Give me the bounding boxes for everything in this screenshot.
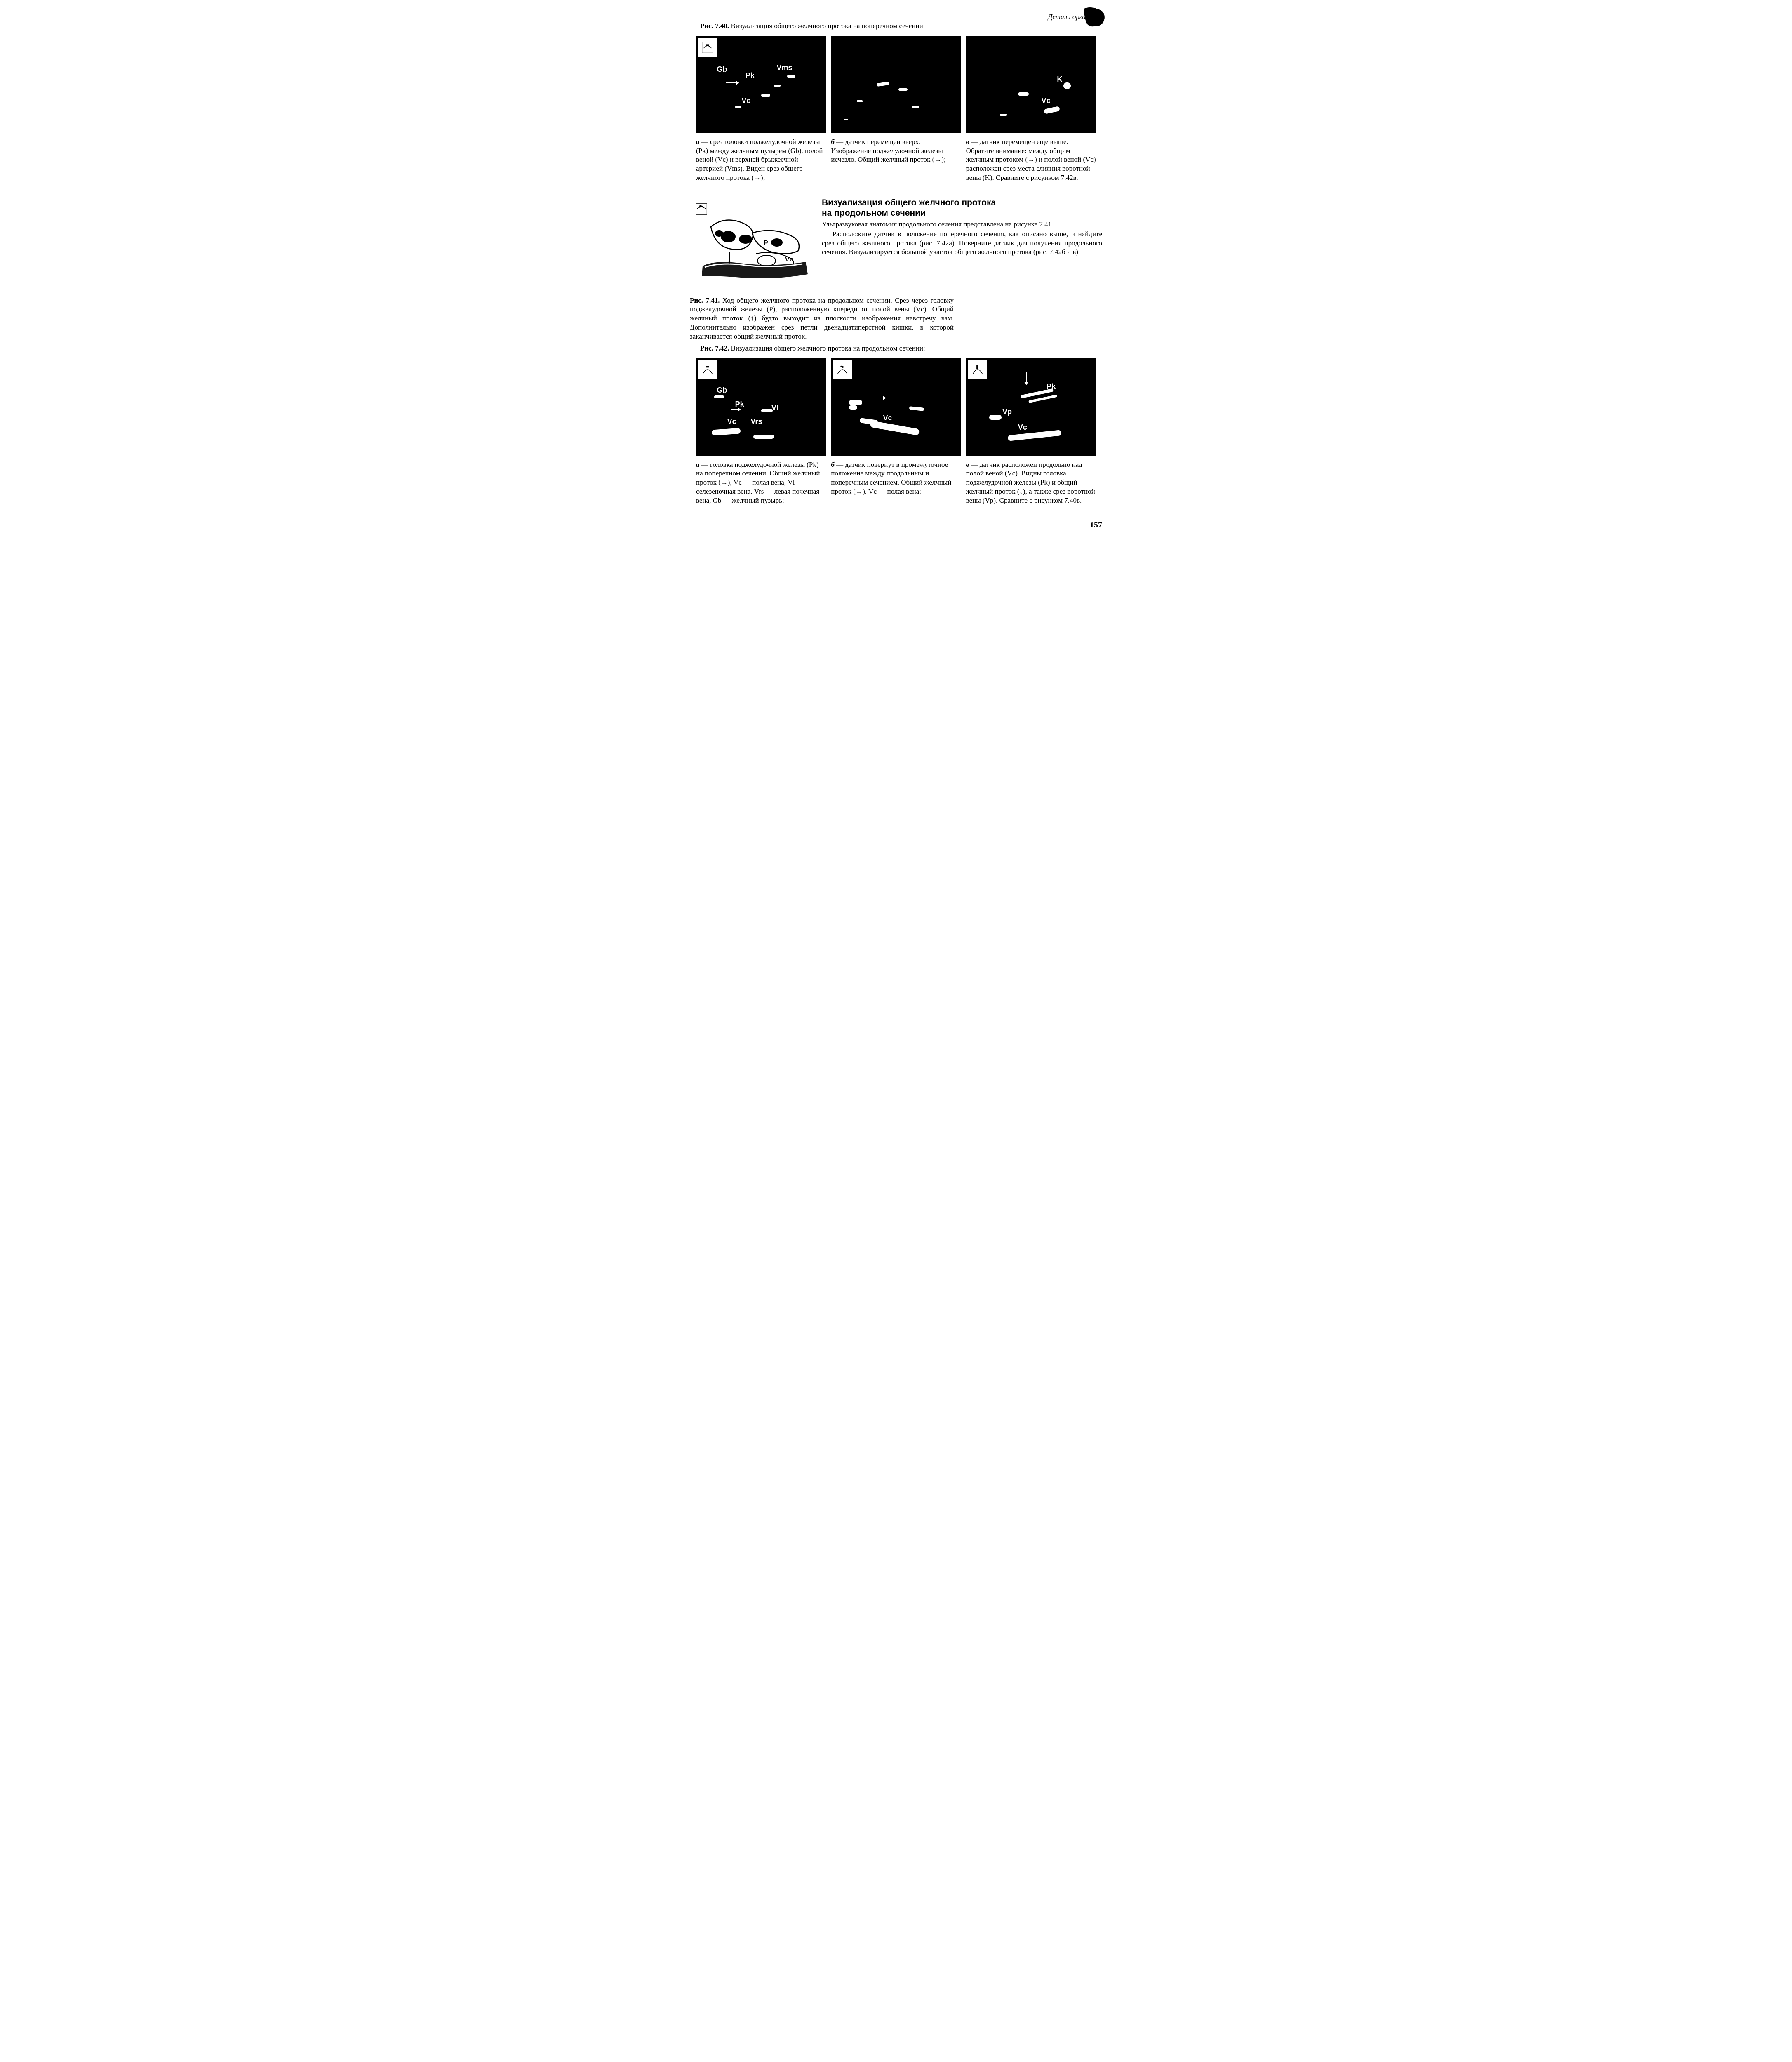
caption-text: — датчик повернут в промежуточное положе…	[831, 461, 951, 495]
caption-text: — срез головки поджелудочной железы (Pk)…	[696, 138, 823, 181]
label-vms: Vms	[777, 63, 793, 73]
figure-7-42-prefix: Рис. 7.42.	[700, 344, 729, 352]
mid-text: Визуализация общего желчного протока на …	[822, 198, 1102, 257]
caption-7-42b: б — датчик повернут в промежуточное поло…	[831, 460, 961, 496]
label-vc: Vc	[1042, 96, 1051, 106]
page-number: 157	[690, 520, 1102, 531]
arrow-down-icon	[1026, 372, 1027, 384]
mid-heading-line2: на продольном сечении	[822, 208, 926, 218]
label-pk: Pk	[1047, 382, 1056, 391]
label-pk: Pk	[745, 71, 755, 80]
probe-icon	[698, 360, 717, 380]
figure-7-40-row: Gb Pk Vms Vc а — срез головки поджелудоч…	[696, 36, 1096, 182]
label-k: K	[1057, 75, 1062, 84]
caption-lead: а	[696, 461, 700, 468]
ultrasound-image-42a: Gb Pk Vl Vc Vrs	[696, 358, 826, 456]
label-vc: Vc	[727, 417, 736, 426]
anat-label-p: P	[764, 239, 768, 247]
caption-text: — датчик перемещен еще выше. Обратите вн…	[966, 138, 1096, 181]
figure-7-41-caption: Рис. 7.41. Ход общего желчного протока н…	[690, 296, 954, 341]
figure-7-42-panel-c: Pk Vp Vc в — датчик расположен продольно…	[966, 358, 1096, 505]
probe-icon	[968, 360, 988, 380]
caption-7-42a: а — головка поджелудочной железы (Pk) на…	[696, 460, 826, 505]
figure-7-42-panel-b: Vc б — датчик повернут в промежуточное п…	[831, 358, 961, 505]
mid-heading-line1: Визуализация общего желчного протока	[822, 198, 996, 207]
anatomy-diagram-7-41: Vc P	[690, 198, 814, 291]
figure-7-42-row: Gb Pk Vl Vc Vrs а — головка поджелудочно…	[696, 358, 1096, 505]
figure-7-40-panel-c: K Vc в — датчик перемещен еще выше. Обра…	[966, 36, 1096, 182]
caption-7-40c: в — датчик перемещен еще выше. Обратите …	[966, 137, 1096, 182]
arrow-icon	[731, 409, 740, 410]
figure-7-42-panel-a: Gb Pk Vl Vc Vrs а — головка поджелудочно…	[696, 358, 826, 505]
figure-7-40-panel-b: б — датчик перемещен вверх. Изображение …	[831, 36, 961, 182]
ultrasound-image-a: Gb Pk Vms Vc	[696, 36, 826, 133]
caption-lead: а	[696, 138, 700, 146]
figure-7-40-panel-a: Gb Pk Vms Vc а — срез головки поджелудоч…	[696, 36, 826, 182]
ultrasound-image-c: K Vc	[966, 36, 1096, 133]
label-gb: Gb	[717, 386, 727, 395]
figure-7-42-title: Рис. 7.42. Визуализация общего желчного …	[697, 344, 929, 353]
running-header-text: Детали орга	[1048, 13, 1086, 21]
running-header: Детали орга	[690, 12, 1102, 21]
figure-7-41-prefix: Рис. 7.41.	[690, 297, 720, 304]
label-vrs: Vrs	[750, 417, 762, 426]
caption-7-40b: б — датчик перемещен вверх. Изображение …	[831, 137, 961, 164]
ultrasound-image-42b: Vc	[831, 358, 961, 456]
figure-7-40-rest: Визуализация общего желчного протока на …	[729, 22, 925, 30]
label-gb: Gb	[717, 65, 727, 74]
probe-icon	[692, 200, 711, 219]
figure-7-40: Рис. 7.40. Визуализация общего желчного …	[690, 26, 1102, 188]
mid-p1: Ультразвуковая анатомия продольного сече…	[822, 220, 1102, 229]
caption-7-42c: в — датчик расположен продольно над поло…	[966, 460, 1096, 505]
caption-lead: б	[831, 138, 834, 146]
figure-7-41-text: Ход общего желчного протока на продольно…	[690, 297, 954, 340]
caption-text: — датчик перемещен вверх. Изображение по…	[831, 138, 945, 164]
label-vp: Vp	[1002, 407, 1012, 417]
mid-p2: Расположите датчик в положение поперечно…	[822, 230, 1102, 257]
ultrasound-image-b	[831, 36, 961, 133]
probe-icon	[698, 38, 717, 57]
mid-heading: Визуализация общего желчного протока на …	[822, 198, 1102, 218]
mid-section: Vc P Визуализация общего желчного проток…	[690, 198, 1102, 291]
label-vc: Vc	[1018, 423, 1027, 432]
figure-7-42: Рис. 7.42. Визуализация общего желчного …	[690, 348, 1102, 511]
arrow-icon	[726, 82, 738, 83]
caption-text: — головка поджелудочной железы (Pk) на п…	[696, 461, 820, 504]
caption-text: — датчик расположен продольно над полой …	[966, 461, 1095, 504]
probe-icon	[833, 360, 852, 380]
figure-7-40-title: Рис. 7.40. Визуализация общего желчного …	[697, 21, 928, 31]
caption-lead: б	[831, 461, 834, 468]
label-vl: Vl	[771, 403, 778, 413]
anat-label-vc: Vc	[785, 256, 793, 264]
figure-7-40-prefix: Рис. 7.40.	[700, 22, 729, 30]
ultrasound-image-42c: Pk Vp Vc	[966, 358, 1096, 456]
label-vc: Vc	[741, 96, 750, 106]
figure-7-42-rest: Визуализация общего желчного протока на …	[729, 344, 925, 352]
caption-7-40a: а — срез головки поджелудочной железы (P…	[696, 137, 826, 182]
label-vc: Vc	[883, 413, 892, 423]
